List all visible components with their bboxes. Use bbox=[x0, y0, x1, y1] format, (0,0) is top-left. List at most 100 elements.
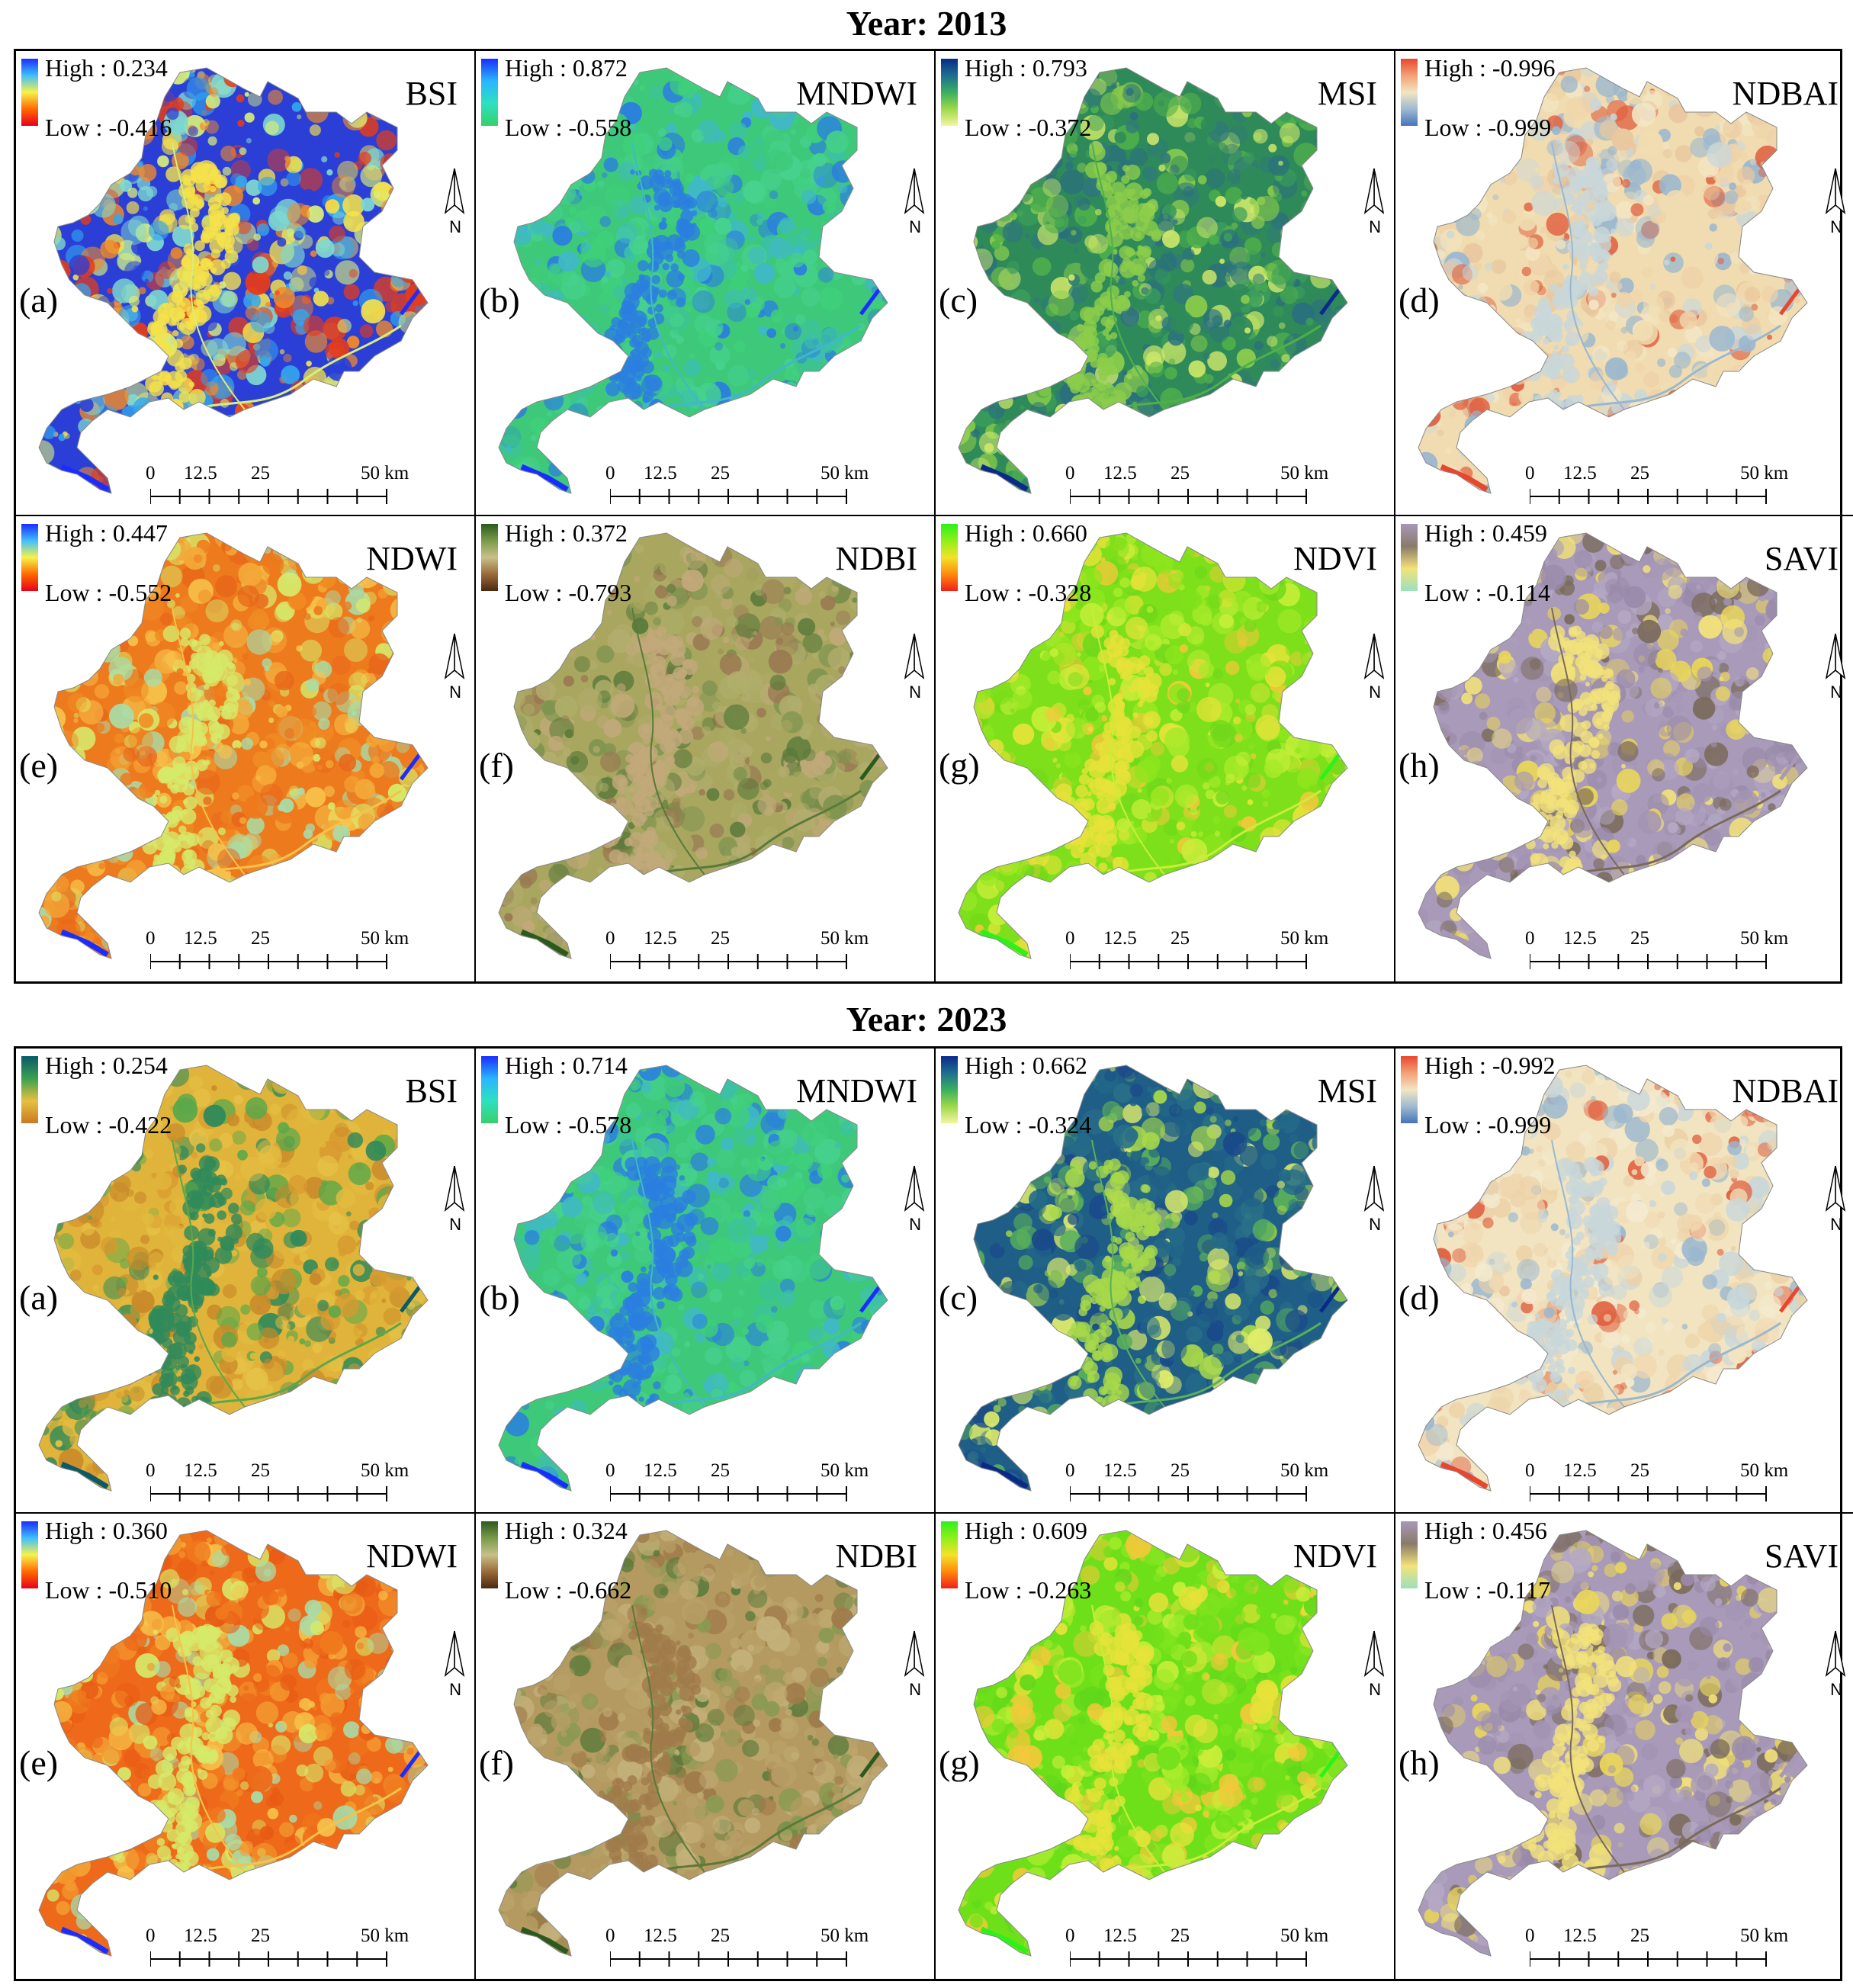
scale-line bbox=[610, 1486, 847, 1501]
scale-line bbox=[610, 489, 847, 504]
map-panel-ndvi: High : 0.660 Low : -0.328 NDVI (g) N 0 12.5 25 5… bbox=[936, 516, 1395, 981]
north-label: N bbox=[1369, 1680, 1381, 1699]
scale-tick-label: 50 km bbox=[1740, 1460, 1789, 1481]
north-label: N bbox=[1369, 1215, 1381, 1234]
panel-letter: (b) bbox=[479, 281, 520, 320]
north-arrow-icon bbox=[1825, 168, 1846, 214]
scale-bar: 0 12.5 25 50 km bbox=[605, 928, 915, 974]
scale-line bbox=[150, 1951, 387, 1967]
map-panel-ndbi: High : 0.324 Low : -0.662 NDBI (f) N 0 12.5 25 5… bbox=[476, 1514, 936, 1979]
scale-line bbox=[150, 489, 387, 504]
index-name: NDVI bbox=[1293, 1537, 1377, 1575]
scale-tick-label: 50 km bbox=[1740, 463, 1789, 483]
panel-letter: (d) bbox=[1399, 281, 1440, 320]
scale-tick-label: 25 bbox=[1630, 1460, 1649, 1481]
panel-letter: (d) bbox=[1399, 1278, 1440, 1317]
north-label: N bbox=[1369, 682, 1381, 702]
index-raster-map bbox=[498, 532, 888, 959]
legend-color-ramp bbox=[941, 59, 958, 126]
scale-tick-label: 12.5 bbox=[644, 1925, 677, 1946]
index-raster-map bbox=[38, 67, 429, 494]
legend-low-value: Low : -0.662 bbox=[505, 1576, 632, 1604]
scale-tick-label: 50 km bbox=[821, 1460, 869, 1481]
panel-letter: (a) bbox=[19, 281, 59, 320]
index-name: MSI bbox=[1317, 75, 1377, 112]
north-arrow-icon bbox=[1825, 633, 1846, 679]
map-grid: High : 0.234 Low : -0.416 BSI (a) N 0 12.5 25 50… bbox=[14, 49, 1853, 984]
scale-tick-label: 0 bbox=[605, 1925, 615, 1946]
map-panel-bsi: High : 0.234 Low : -0.416 BSI (a) N 0 12.5 25 50… bbox=[16, 51, 476, 516]
north-label: N bbox=[449, 682, 461, 702]
scale-bar: 0 12.5 25 50 km bbox=[605, 1925, 915, 1971]
north-label: N bbox=[1830, 1680, 1842, 1699]
legend-low-value: Low : -0.552 bbox=[45, 579, 172, 606]
scale-tick-label: 0 bbox=[1065, 1925, 1075, 1946]
legend-low-value: Low : -0.372 bbox=[965, 114, 1092, 141]
scale-tick-label: 50 km bbox=[1740, 928, 1789, 949]
index-name: MNDWI bbox=[796, 1072, 917, 1110]
legend-low-value: Low : -0.117 bbox=[1424, 1576, 1551, 1604]
legend-high-value: High : 0.793 bbox=[965, 54, 1087, 82]
north-label: N bbox=[1830, 682, 1842, 702]
scale-tick-label: 25 bbox=[1171, 463, 1190, 483]
scale-tick-label: 25 bbox=[251, 1460, 270, 1481]
index-name: NDBAI bbox=[1732, 75, 1839, 112]
legend-low-value: Low : -0.999 bbox=[1424, 1111, 1552, 1139]
north-arrow-icon bbox=[444, 633, 465, 679]
north-arrow-icon bbox=[1825, 1165, 1846, 1212]
scale-tick-label: 25 bbox=[251, 463, 270, 483]
scale-tick-label: 25 bbox=[251, 928, 270, 949]
legend-color-ramp bbox=[21, 1056, 38, 1123]
index-raster-map bbox=[1418, 1530, 1808, 1957]
panel-letter: (b) bbox=[479, 1278, 520, 1317]
legend-high-value: High : 0.609 bbox=[965, 1517, 1087, 1544]
panel-letter: (h) bbox=[1399, 746, 1440, 785]
panel-letter: (f) bbox=[479, 1743, 514, 1782]
scale-bar: 0 12.5 25 50 km bbox=[1065, 1460, 1375, 1506]
legend-low-value: Low : -0.328 bbox=[965, 579, 1092, 606]
legend-low-value: Low : -0.263 bbox=[965, 1576, 1092, 1604]
north-arrow-icon bbox=[1825, 1630, 1846, 1677]
north-label: N bbox=[1830, 217, 1842, 236]
panel-letter: (a) bbox=[19, 1278, 59, 1317]
scale-tick-label: 25 bbox=[1630, 928, 1649, 949]
index-name: SAVI bbox=[1764, 1537, 1839, 1575]
legend-color-ramp bbox=[1401, 59, 1418, 126]
index-raster-map bbox=[958, 1065, 1348, 1492]
scale-tick-label: 12.5 bbox=[1103, 1460, 1137, 1481]
scale-tick-label: 50 km bbox=[821, 928, 869, 949]
scale-tick-label: 25 bbox=[711, 928, 730, 949]
legend-low-value: Low : -0.324 bbox=[965, 1111, 1092, 1139]
map-panel-ndwi: High : 0.360 Low : -0.510 NDWI (e) N 0 12.5 25 5… bbox=[16, 1514, 476, 1979]
scale-tick-label: 0 bbox=[1525, 463, 1535, 483]
index-name: BSI bbox=[405, 1072, 458, 1110]
north-label: N bbox=[1830, 1215, 1842, 1234]
map-grid: High : 0.254 Low : -0.422 BSI (a) N 0 12.5 25 50… bbox=[14, 1046, 1853, 1981]
legend-low-value: Low : -0.422 bbox=[45, 1111, 172, 1139]
legend-high-value: High : -0.992 bbox=[1424, 1052, 1556, 1079]
index-name: SAVI bbox=[1764, 540, 1839, 577]
legend-low-value: Low : -0.416 bbox=[45, 114, 172, 141]
north-arrow-icon bbox=[1363, 1630, 1385, 1677]
year-title: Year: 2013 bbox=[846, 4, 1007, 43]
legend-color-ramp bbox=[481, 1056, 498, 1123]
index-raster-map bbox=[498, 1530, 888, 1957]
index-raster-map bbox=[498, 1065, 888, 1492]
legend-color-ramp bbox=[481, 1521, 498, 1588]
scale-bar: 0 12.5 25 50 km bbox=[146, 1460, 455, 1506]
legend-high-value: High : 0.714 bbox=[505, 1052, 628, 1079]
map-panel-ndbi: High : 0.372 Low : -0.793 NDBI (f) N 0 12.5 25 5… bbox=[476, 516, 936, 981]
north-label: N bbox=[449, 1680, 461, 1699]
north-label: N bbox=[909, 1680, 921, 1699]
scale-bar: 0 12.5 25 50 km bbox=[1525, 1925, 1835, 1971]
scale-tick-label: 12.5 bbox=[1563, 463, 1597, 483]
scale-tick-label: 25 bbox=[1630, 1925, 1649, 1946]
north-arrow-icon bbox=[444, 1165, 465, 1212]
map-panel-ndwi: High : 0.447 Low : -0.552 NDWI (e) N 0 12.5 25 5… bbox=[16, 516, 476, 981]
north-label: N bbox=[1369, 217, 1381, 236]
map-panel-ndvi: High : 0.609 Low : -0.263 NDVI (g) N 0 12.5 25 5… bbox=[936, 1514, 1395, 1979]
scale-line bbox=[1070, 1951, 1307, 1967]
north-label: N bbox=[449, 217, 461, 236]
scale-line bbox=[1070, 954, 1307, 969]
scale-tick-label: 25 bbox=[711, 463, 730, 483]
